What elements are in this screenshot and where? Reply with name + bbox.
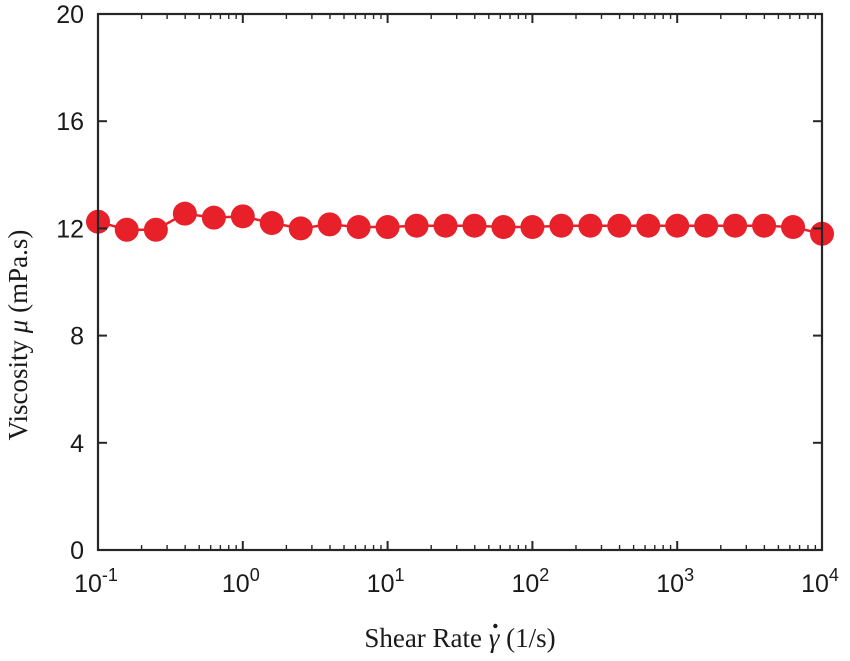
y-tick-label: 20 <box>56 1 84 29</box>
data-point <box>404 213 429 238</box>
x-tick-label: 102 <box>511 565 549 598</box>
y-tick-label: 16 <box>56 108 84 136</box>
data-point <box>723 213 748 238</box>
data-point <box>694 213 719 238</box>
data-point <box>317 212 342 237</box>
data-point <box>288 216 313 241</box>
data-point <box>346 215 371 240</box>
x-tick-label: 101 <box>367 565 405 598</box>
x-tick-label: 100 <box>222 565 260 598</box>
y-axis-label: Viscosity μ (mPa.s) <box>3 230 33 441</box>
y-tick-label: 8 <box>70 323 84 351</box>
data-point <box>201 205 226 230</box>
data-point <box>549 213 574 238</box>
data-point <box>665 213 690 238</box>
axes-frame <box>96 12 824 552</box>
data-point <box>752 213 777 238</box>
plot-frame <box>96 12 824 552</box>
data-point <box>230 204 255 229</box>
data-point <box>462 213 487 238</box>
gamma-dot-symbol: γ <box>489 623 501 653</box>
data-point <box>114 217 139 242</box>
data-point <box>578 213 603 238</box>
x-axis-label: Shear Rate γ (1/s) <box>364 623 555 653</box>
x-tick-label: 104 <box>801 565 839 598</box>
data-point <box>433 213 458 238</box>
gamma-dot-accent <box>493 623 498 629</box>
data-series <box>86 201 834 246</box>
y-tick-label: 0 <box>70 537 84 565</box>
data-point <box>375 215 400 240</box>
data-point <box>259 211 284 236</box>
data-point <box>491 215 516 240</box>
tick-labels: 0 4 8 12 16 20 10-1 100 101 102 103 104 <box>56 1 839 598</box>
x-tick-label: 103 <box>656 565 694 598</box>
y-tick-label: 12 <box>56 215 84 243</box>
data-point <box>172 201 197 226</box>
data-point <box>520 215 545 240</box>
y-tick-label: 4 <box>70 430 84 458</box>
data-point <box>781 215 806 240</box>
x-tick-label: 10-1 <box>74 565 118 598</box>
data-point <box>143 217 168 242</box>
data-point <box>636 213 661 238</box>
mu-symbol: μ <box>3 320 33 335</box>
data-point <box>607 213 632 238</box>
